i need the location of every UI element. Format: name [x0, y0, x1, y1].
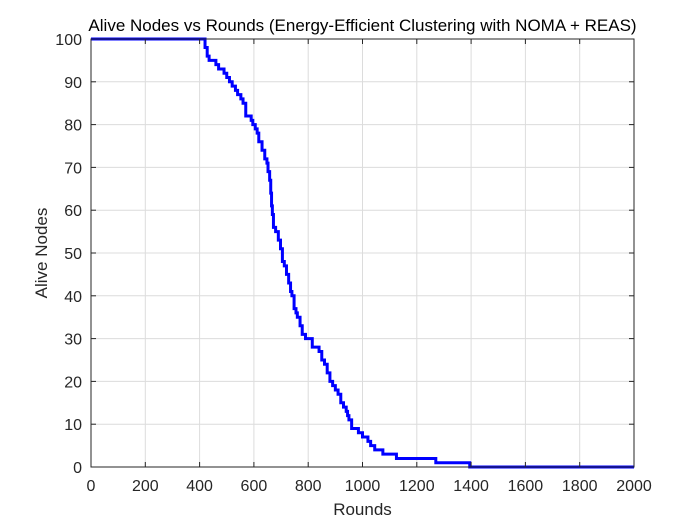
x-tick-label: 1600: [508, 478, 544, 495]
y-tick-label: 40: [64, 289, 82, 306]
y-axis-title: Alive Nodes: [32, 208, 51, 299]
chart-title: Alive Nodes vs Rounds (Energy-Efficient …: [88, 16, 636, 35]
y-tick-label: 90: [64, 75, 82, 92]
x-tick-label: 2000: [616, 478, 652, 495]
grid: [91, 39, 634, 467]
x-tick-label: 0: [87, 478, 96, 495]
y-tick-label: 80: [64, 118, 82, 135]
x-axis-tick-labels: 0 200 400 600 800 1000 1200 1400 1600 1800 2000: [87, 478, 652, 495]
x-axis-title: Rounds: [333, 500, 392, 519]
y-tick-label: 100: [55, 32, 82, 49]
y-tick-label: 70: [64, 160, 82, 177]
y-tick-label: 30: [64, 332, 82, 349]
x-tick-label: 200: [132, 478, 159, 495]
series-line-alive-nodes: [91, 37, 634, 469]
x-tick-label: 1200: [399, 478, 435, 495]
y-axis-tick-labels: 0 10 20 30 40 50 60 70 80 90 100: [55, 32, 82, 477]
series-layer: [91, 37, 634, 469]
x-tick-label: 1400: [453, 478, 489, 495]
y-tick-label: 20: [64, 374, 82, 391]
x-tick-label: 600: [241, 478, 268, 495]
y-tick-label: 50: [64, 246, 82, 263]
x-tick-label: 1000: [345, 478, 381, 495]
y-tick-label: 60: [64, 203, 82, 220]
x-tick-label: 400: [186, 478, 213, 495]
axis-ticks: [90, 38, 635, 468]
y-tick-label: 10: [64, 417, 82, 434]
y-tick-label: 0: [73, 460, 82, 477]
x-tick-label: 1800: [562, 478, 598, 495]
x-tick-label: 800: [295, 478, 322, 495]
